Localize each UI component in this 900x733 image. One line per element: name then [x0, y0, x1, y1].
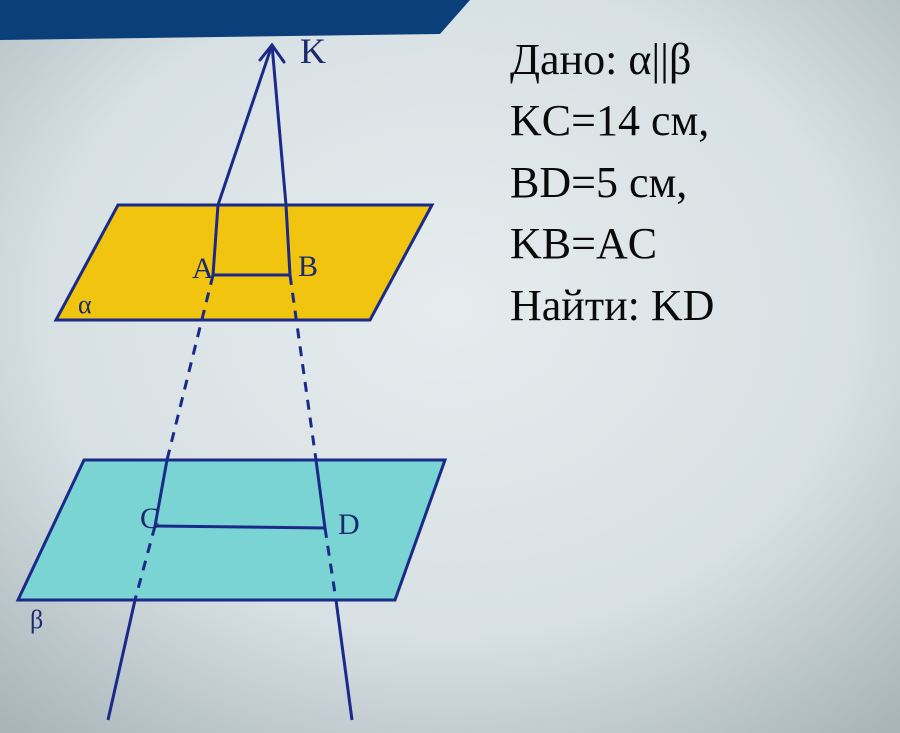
label-D: D [338, 508, 360, 542]
label-beta: β [30, 605, 43, 635]
given-line-1: Дано: α||β [510, 30, 860, 89]
label-C: C [140, 502, 160, 536]
label-alpha: α [78, 290, 92, 320]
line-right-ext [336, 600, 352, 720]
geometry-diagram [0, 0, 520, 733]
find-line: Найти: KD [510, 276, 860, 335]
label-A: A [192, 252, 214, 286]
label-B: B [298, 250, 318, 284]
given-line-3: BD=5 см, [510, 153, 860, 212]
line-KA [218, 45, 272, 205]
plane-alpha [56, 205, 432, 320]
segment-CD [155, 526, 325, 528]
stage: K A B C D α β Дано: α||β KC=14 см, BD=5 … [0, 0, 900, 733]
label-K: K [300, 30, 326, 72]
plane-beta [18, 460, 445, 600]
given-line-4: KB=AC [510, 214, 860, 273]
given-line-2: KC=14 см, [510, 91, 860, 150]
line-KB [272, 45, 286, 205]
problem-text: Дано: α||β KC=14 см, BD=5 см, KB=AC Найт… [510, 30, 860, 337]
line-left-ext [108, 600, 135, 720]
